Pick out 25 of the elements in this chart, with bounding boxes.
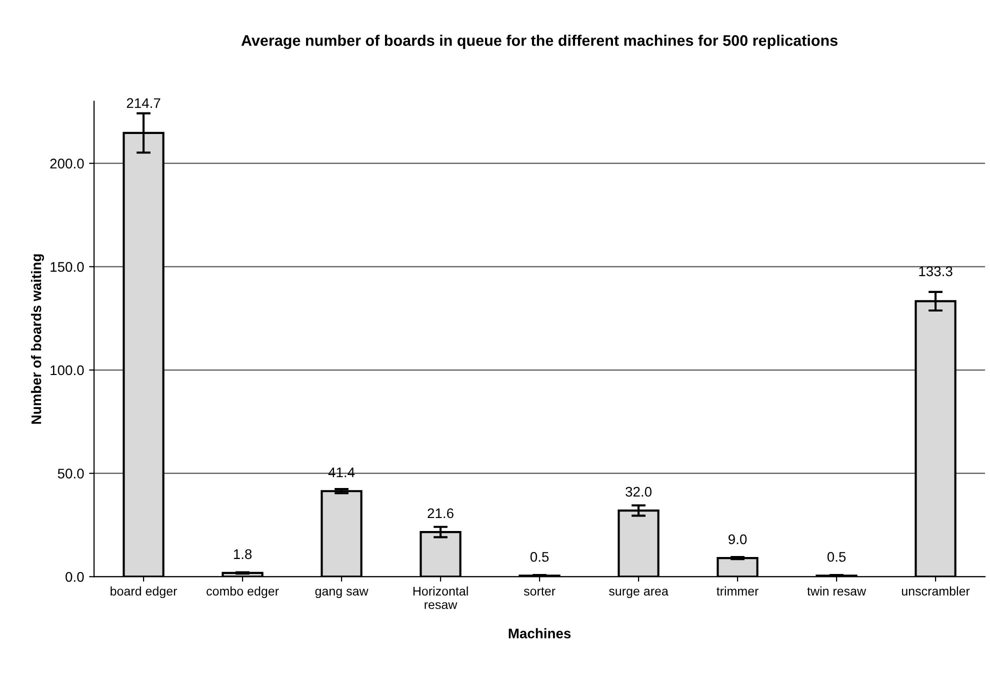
data-label: 32.0 bbox=[626, 486, 652, 497]
data-label: 9.0 bbox=[728, 534, 747, 544]
x-tick-label: board edger bbox=[110, 586, 178, 598]
y-tick-label: 100.0 bbox=[50, 365, 84, 376]
x-tick-label: surge area bbox=[609, 588, 668, 598]
data-label: 0.5 bbox=[530, 552, 549, 562]
x-tick-label: sorter bbox=[524, 587, 556, 596]
y-tick-label: 50.0 bbox=[58, 468, 84, 479]
x-tick-label: twin resaw bbox=[807, 586, 866, 596]
x-tick-label: unscrambler bbox=[902, 586, 970, 596]
data-label: 133.3 bbox=[919, 266, 952, 276]
data-label: 0.5 bbox=[827, 552, 846, 562]
chart-title: Average number of boards in queue for the different machines for 500 replications bbox=[241, 34, 838, 50]
y-tick-label: 0.0 bbox=[66, 572, 84, 582]
y-axis-title: Number of boards waiting bbox=[31, 254, 44, 424]
x-axis-title: Machines bbox=[508, 628, 571, 638]
x-tick-label: gang saw bbox=[315, 588, 368, 598]
x-tick-label: combo edger bbox=[206, 586, 279, 598]
data-label: 214.7 bbox=[126, 98, 160, 108]
x-tick-label: trimmer bbox=[716, 586, 759, 596]
y-tick-label: 150.0 bbox=[50, 262, 84, 272]
data-label: 21.6 bbox=[428, 508, 454, 518]
y-tick-label: 200.0 bbox=[50, 158, 84, 169]
data-label: 1.8 bbox=[234, 549, 252, 560]
x-tick-label: Horizontal resaw bbox=[413, 586, 468, 610]
